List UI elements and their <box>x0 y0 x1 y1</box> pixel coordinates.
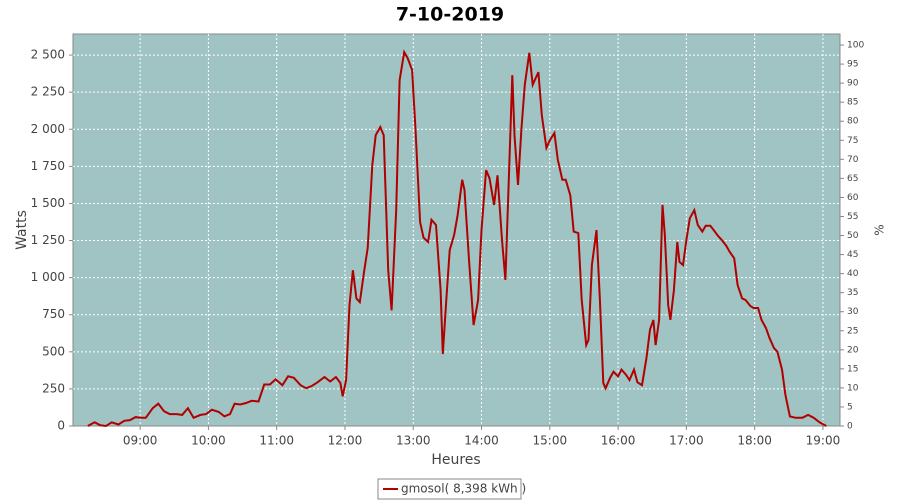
y2-axis-label: % <box>873 224 887 235</box>
x-tick-label: 18:00 <box>737 434 772 448</box>
y2-tick-label: 30 <box>847 307 859 317</box>
y2-tick-label: 100 <box>847 41 864 51</box>
y2-tick-label: 90 <box>847 79 859 89</box>
x-tick-label: 13:00 <box>396 434 431 448</box>
y-tick-label: 250 <box>42 381 65 395</box>
y2-tick-label: 95 <box>847 60 858 70</box>
y2-tick-label: 15 <box>847 364 858 374</box>
x-tick-label: 09:00 <box>123 434 158 448</box>
y2-tick-label: 55 <box>847 212 858 222</box>
y2-tick-label: 60 <box>847 193 859 203</box>
y2-tick-label: 20 <box>847 345 859 355</box>
y2-tick-label: 5 <box>847 402 853 412</box>
x-axis-label: Heures <box>431 452 480 468</box>
legend <box>377 478 522 500</box>
y2-tick-label: 0 <box>847 422 853 432</box>
plot-area <box>72 33 841 427</box>
y2-tick-label: 40 <box>847 269 859 279</box>
y2-tick-label: 25 <box>847 326 858 336</box>
y-tick-label: 2 500 <box>31 48 65 62</box>
x-tick-label: 15:00 <box>533 434 568 448</box>
y-tick-label: 750 <box>42 307 65 321</box>
series-line <box>87 49 827 428</box>
y-tick-label: 0 <box>57 419 65 433</box>
y2-tick-label: 85 <box>847 98 858 108</box>
y-tick-label: 1 750 <box>31 159 65 173</box>
x-tick-label: 19:00 <box>806 434 841 448</box>
y2-tick-label: 10 <box>847 383 859 393</box>
y-tick-label: 2 000 <box>31 122 65 136</box>
x-tick-label: 11:00 <box>259 434 294 448</box>
y-axis-label: Watts <box>14 210 30 250</box>
y2-tick-label: 50 <box>847 231 859 241</box>
x-tick-label: 16:00 <box>601 434 636 448</box>
y2-tick-label: 65 <box>847 174 858 184</box>
y2-tick-label: 70 <box>847 155 859 165</box>
x-tick-label: 14:00 <box>464 434 499 448</box>
x-tick-label: 17:00 <box>669 434 704 448</box>
y2-tick-label: 80 <box>847 117 859 127</box>
y-tick-label: 1 000 <box>31 270 65 284</box>
y-tick-label: 2 250 <box>31 85 65 99</box>
y2-tick-label: 35 <box>847 288 858 298</box>
y-tick-label: 1 250 <box>31 233 65 247</box>
y2-tick-label: 75 <box>847 136 858 146</box>
y-tick-label: 500 <box>42 344 65 358</box>
chart-title: 7-10-2019 <box>396 4 504 26</box>
x-tick-label: 12:00 <box>328 434 363 448</box>
y-tick-label: 1 500 <box>31 196 65 210</box>
legend-label: gmosol( 8,398 kWh ) <box>401 482 526 496</box>
x-tick-label: 10:00 <box>191 434 226 448</box>
y2-tick-label: 45 <box>847 250 858 260</box>
